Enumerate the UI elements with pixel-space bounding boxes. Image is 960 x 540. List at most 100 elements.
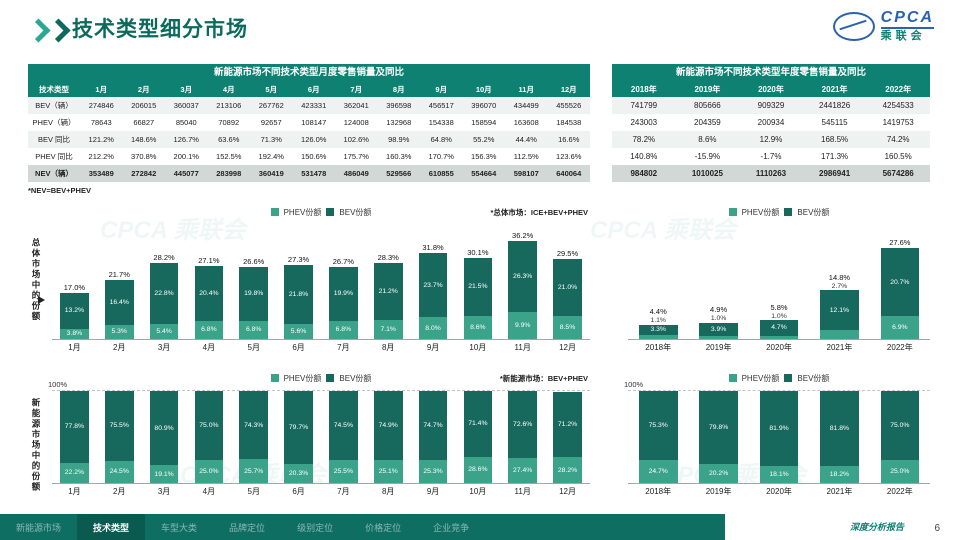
x-axis-line <box>52 483 590 484</box>
y-axis-label-nev-market: 新能源市场中的份额 <box>31 398 41 493</box>
stacked-bar: 26.7% 19.9% 6.8% <box>329 224 358 339</box>
bev-segment: 74.3% <box>239 391 269 460</box>
bar-column: 75.3% 24.7% 2018年 <box>628 390 688 497</box>
bar-column: 75.0% 25.0% 4月 <box>186 390 231 497</box>
bev-data-label: 77.8% <box>64 423 85 431</box>
phev-segment: 27.4% <box>508 457 538 483</box>
cell: 126.7% <box>165 131 208 148</box>
total-data-label: 27.3% <box>287 255 310 265</box>
phev-data-label: 18.1% <box>769 471 789 479</box>
bev-data-label: 22.8% <box>154 290 174 298</box>
bev-legend-label: BEV份额 <box>797 207 830 217</box>
stacked-bar: 74.7% 25.3% <box>418 390 448 483</box>
stacked-bar: 17.0% 13.2% 3.8% <box>60 224 89 339</box>
nav-item-4[interactable]: 级别定位 <box>297 522 334 533</box>
cell: 741799 <box>612 97 676 114</box>
bar-column: 4.9% 1.0% 3.9% 2019年 <box>688 224 748 353</box>
bev-data-label: 75.0% <box>199 422 219 429</box>
x-axis-tick-label: 6月 <box>292 343 305 352</box>
phev-legend-label: PHEV份额 <box>741 207 780 217</box>
x-axis-tick-label: 2022年 <box>886 343 913 352</box>
cell: 5674286 <box>866 165 930 182</box>
stacked-bar: 4.9% 1.0% 3.9% <box>699 224 738 339</box>
x-axis-tick-label: 10月 <box>469 343 487 352</box>
phev-data-label: 6.8% <box>201 326 217 334</box>
x-axis-tick-label: 8月 <box>381 343 395 352</box>
bev-data-label: 12.1% <box>829 306 850 314</box>
cell: 274846 <box>80 97 123 114</box>
bars: 75.3% 24.7% 2018年 79.8% 20.2% 2019年 81.9% 18.1%… <box>628 390 930 497</box>
x-axis-line <box>628 483 930 484</box>
phev-segment: 24.5% <box>104 460 134 483</box>
cell: 445077 <box>165 165 208 182</box>
monthly-table-container: 技术类型 1月 2月 3月 4月 5月 6月 7月 8月 9月 10月 11月 12月 BEV（辆） 274… <box>28 82 590 182</box>
bev-data-label: 26.3% <box>513 273 533 281</box>
bar-column: 74.5% 25.5% 7月 <box>321 390 366 497</box>
phev-segment: 6.8% <box>194 320 224 339</box>
bev-data-label: 74.5% <box>333 421 354 429</box>
phev-segment: 28.2% <box>553 457 582 483</box>
cell: 213106 <box>207 97 250 114</box>
phev-segment: 22.2% <box>60 462 89 483</box>
plot-area: 17.0% 13.2% 3.8% 1月 21.7% 16.4% 5.3% 2月 28.2% 22.… <box>52 224 590 353</box>
cell: 1110263 <box>739 165 803 182</box>
cell: 55.2% <box>462 131 505 148</box>
cell: 156.3% <box>471 152 497 161</box>
nav-item-0[interactable]: 新能源市场 <box>16 522 62 533</box>
table-row: 243003 204359 200934 545115 1419753 <box>612 114 930 131</box>
cell: 74.2% <box>866 131 930 148</box>
x-axis-tick-label: 8月 <box>381 487 395 496</box>
bev-segment: 71.4% <box>463 391 493 457</box>
bev-data-label: 21.8% <box>288 290 309 298</box>
total-data-label: 14.8% <box>828 272 851 282</box>
bev-segment: 19.8% <box>239 267 269 321</box>
phev-segment: 25.1% <box>373 459 403 483</box>
cell: 70892 <box>218 118 240 127</box>
bev-data-label: 23.7% <box>423 281 443 289</box>
x-axis-tick-label: 2021年 <box>826 487 853 496</box>
column-header: 3月 <box>165 82 208 97</box>
bar-column: 79.8% 20.2% 2019年 <box>688 390 748 497</box>
nav-item-5[interactable]: 价格定位 <box>365 522 402 533</box>
cell: 171.3% <box>821 152 849 161</box>
nav-item-3[interactable]: 品牌定位 <box>229 522 266 533</box>
bev-segment: 26.3% <box>508 241 538 313</box>
phev-data-label: 28.6% <box>468 466 488 474</box>
nav-item-6[interactable]: 企业竞争 <box>433 522 470 533</box>
cell: 150.6% <box>301 152 327 161</box>
annual-nev-mix-chart: PHEV份额 BEV份额 100% 75.3% 24.7% 2018年 79.8% 20… <box>624 372 930 497</box>
bars: 77.8% 22.2% 1月 75.5% 24.5% 2月 80.9% 19.1% 3月 75.0… <box>52 390 590 497</box>
plot-area: 100% 75.3% 24.7% 2018年 79.8% 20.2% 2019年 81.9%… <box>624 380 930 497</box>
nav-item-2[interactable]: 车型大类 <box>161 522 198 533</box>
report-label: 深度分析报告 <box>849 522 904 532</box>
bar-column: 81.9% 18.1% 2020年 <box>749 390 809 497</box>
phev-legend-swatch <box>728 208 737 216</box>
chart-legend: PHEV份额 BEV份额 <box>628 372 930 384</box>
column-header: 2019年 <box>675 82 740 97</box>
bev-data-label: 71.4% <box>468 420 488 428</box>
bar-column: 75.0% 25.0% 2022年 <box>870 390 930 497</box>
bev-segment: 75.0% <box>880 391 920 460</box>
row-label: BEV（辆） <box>28 97 80 114</box>
nav-item-1[interactable]: 技术类型 <box>77 514 146 540</box>
stacked-bar: 79.7% 20.3% <box>284 390 313 483</box>
cpca-emblem-icon <box>832 11 875 41</box>
stacked-bar: 81.9% 18.1% <box>759 390 799 483</box>
cell: 200934 <box>757 118 785 127</box>
hundred-percent-label: 100% <box>48 380 68 389</box>
x-axis-tick-label: 9月 <box>426 343 440 352</box>
cell: 455526 <box>547 97 590 114</box>
stacked-bar: 27.3% 21.8% 5.6% <box>284 224 313 339</box>
bev-data-label: 21.0% <box>557 284 578 292</box>
bev-segment: 4.7% <box>759 320 799 336</box>
bev-data-label: 20.4% <box>199 289 219 297</box>
bev-data-label: 75.3% <box>648 422 668 430</box>
hundred-percent-gridline <box>52 390 590 391</box>
plot-area: 4.4% 1.1% 3.3% 2018年 4.9% 1.0% 3.9% 2019年 5.8% 1.… <box>628 224 930 353</box>
stacked-bar: 29.5% 21.0% 8.5% <box>553 224 582 339</box>
table-row: PHEV（辆） 78643 66827 85040 70892 92657 108147 12… <box>28 114 590 131</box>
column-header: 5月 <box>250 82 293 97</box>
phev-legend-swatch <box>270 208 279 216</box>
cell: 545115 <box>821 118 848 127</box>
x-axis-tick-label: 9月 <box>426 487 440 496</box>
